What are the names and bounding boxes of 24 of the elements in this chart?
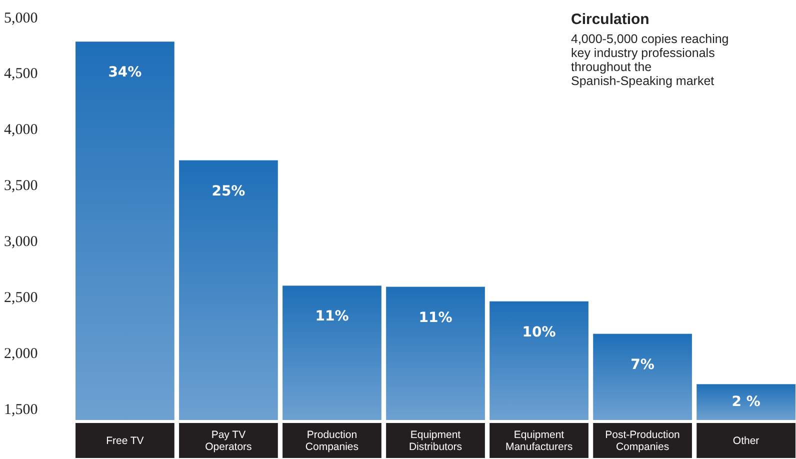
y-tick-label: 2,500	[4, 290, 38, 306]
x-tick-label: Equipment Distributors	[408, 429, 462, 454]
chart-title: Circulation	[571, 11, 650, 28]
annotation: 34%	[108, 64, 142, 81]
y-tick-label: 2,000	[4, 346, 38, 362]
annotation: 7%	[630, 356, 654, 373]
y-tick-label: 4,500	[4, 66, 38, 82]
annotation: 2 %	[732, 394, 760, 410]
annotation: 11%	[418, 310, 452, 326]
x-tick-label: Equipment Manufacturers	[505, 429, 573, 454]
annotation: 11%	[315, 308, 349, 325]
annotation: 25%	[212, 183, 246, 200]
y-tick-label: 1,500	[4, 402, 38, 418]
y-tick-label: 5,000	[4, 10, 38, 26]
annotation: 10%	[522, 324, 556, 340]
x-tick-label: Other	[732, 435, 760, 448]
y-tick-label: 4,000	[4, 122, 38, 138]
y-tick-label: 3,000	[4, 234, 38, 250]
x-tick-label: Post-Production Companies	[605, 429, 680, 454]
x-tick-label: Free TV	[106, 435, 144, 448]
x-tick-label: Production Companies	[305, 429, 359, 454]
text: 4,000-5,000 copies reaching key industry professionals throughout the Spanish-Speaking market	[571, 32, 729, 88]
x-tick-label: Pay TV Operators	[205, 429, 252, 454]
y-tick-label: 3,500	[4, 178, 38, 194]
